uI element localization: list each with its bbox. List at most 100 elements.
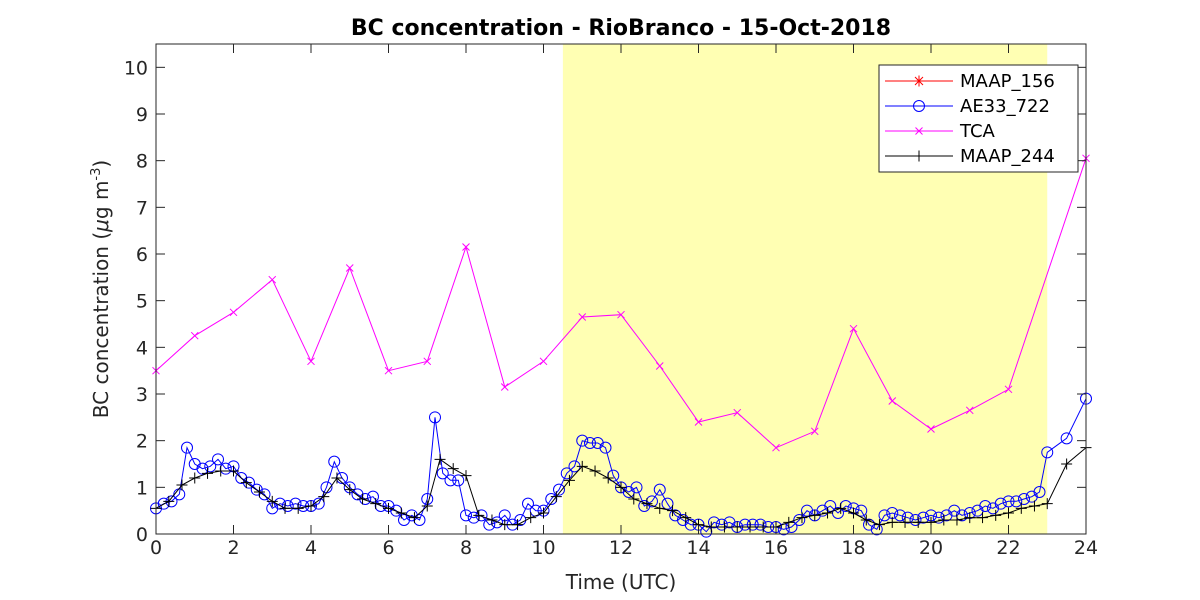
data-point-ae33-722	[979, 500, 992, 512]
data-point-ae33-722	[793, 514, 806, 526]
data-point-tca	[694, 418, 703, 426]
data-point-maap-244	[589, 465, 601, 477]
data-point-maap-244	[1015, 502, 1027, 514]
data-point-tca	[810, 427, 819, 436]
x-tick-label: 8	[460, 537, 472, 559]
data-point-maap-244	[512, 519, 524, 531]
data-point-ae33-722	[452, 474, 465, 487]
x-tick-label: 22	[996, 537, 1020, 559]
data-point-ae33-722	[560, 467, 573, 480]
data-point-ae33-722	[909, 514, 922, 526]
data-point-tca	[190, 331, 199, 340]
data-point-maap-244	[1061, 458, 1073, 470]
y-tick-label: 3	[136, 384, 148, 406]
data-point-tca	[733, 408, 742, 417]
data-point-ae33-722	[212, 453, 224, 466]
x-tick-label: 16	[764, 537, 788, 559]
data-point-maap-244	[189, 472, 201, 484]
data-point-tca	[462, 243, 470, 251]
data-point-maap-244	[202, 467, 214, 479]
data-point-ae33-722	[708, 516, 720, 529]
data-point-maap-244	[473, 509, 485, 521]
data-point-ae33-722	[994, 497, 1007, 510]
series-layer	[150, 154, 1092, 538]
data-point-ae33-722	[661, 497, 674, 510]
data-point-maap-244	[215, 465, 227, 477]
data-point-ae33-722	[181, 441, 193, 454]
data-point-tca	[384, 366, 393, 375]
data-point-maap-244	[860, 514, 872, 526]
data-point-maap-244	[421, 500, 433, 512]
data-point-maap-244	[835, 502, 847, 514]
data-point-maap-244	[964, 512, 976, 524]
data-point-maap-244	[641, 498, 653, 510]
data-point-maap-244	[538, 507, 549, 519]
data-point-ae33-722	[878, 509, 891, 522]
data-point-tca	[927, 425, 935, 433]
data-point-ae33-722	[855, 504, 868, 517]
data-point-maap-244	[977, 512, 989, 524]
data-point-tca	[772, 443, 780, 452]
x-tick-label: 4	[305, 537, 317, 559]
data-point-maap-244	[305, 500, 317, 512]
y-tick-label: 2	[136, 431, 148, 453]
y-tick-label: 8	[136, 151, 148, 173]
data-point-ae33-722	[312, 497, 325, 510]
data-point-ae33-722	[630, 481, 643, 494]
data-point-maap-244	[731, 521, 743, 533]
data-point-ae33-722	[328, 455, 341, 468]
data-point-tca	[539, 357, 548, 366]
data-point-maap-244	[434, 453, 446, 465]
y-tick-label: 6	[136, 244, 148, 266]
data-point-tca	[229, 308, 238, 317]
data-point-ae33-722	[894, 509, 906, 522]
y-tick-label: 9	[136, 104, 148, 126]
data-point-maap-244	[370, 498, 382, 510]
data-point-tca	[578, 313, 587, 321]
data-point-ae33-722	[429, 411, 441, 424]
series-line-tca	[155, 158, 1087, 449]
legend-label-maap-156: MAAP_156	[960, 71, 1055, 92]
chart-title: BC concentration - RioBranco - 15-Oct-20…	[351, 16, 891, 41]
y-axis-label-close: )	[89, 160, 113, 168]
data-point-maap-244	[163, 495, 175, 507]
data-point-maap-244	[460, 470, 472, 482]
data-point-maap-244	[705, 521, 717, 533]
data-point-ae33-722	[553, 483, 565, 496]
data-point-maap-244	[796, 512, 808, 524]
y-axis-label-main: BC concentration (	[89, 232, 113, 418]
data-point-ae33-722	[367, 490, 379, 503]
data-point-maap-244	[176, 479, 188, 491]
data-point-maap-244	[395, 507, 407, 519]
data-point-maap-244	[344, 484, 356, 496]
data-point-ae33-722	[653, 483, 666, 496]
data-point-tca	[965, 406, 974, 415]
x-tick-label: 18	[841, 537, 865, 559]
y-tick-label: 5	[136, 291, 148, 313]
data-point-ae33-722	[584, 437, 596, 449]
data-point-tca	[500, 383, 509, 391]
data-point-tca	[617, 310, 625, 319]
data-point-ae33-722	[1018, 493, 1030, 505]
legend-marker-maap-244	[913, 150, 925, 162]
data-point-maap-244	[486, 514, 498, 526]
data-point-ae33-722	[444, 474, 457, 487]
data-point-tca	[307, 357, 315, 366]
data-point-maap-244	[628, 493, 640, 505]
legend-label-maap-244: MAAP_244	[960, 146, 1055, 167]
legend: MAAP_156 AE33_722 TCA MAAP_244	[878, 64, 1079, 173]
data-point-maap-244	[292, 502, 304, 514]
y-tick-label: 10	[124, 57, 148, 79]
legend-marker-maap-156	[913, 75, 925, 87]
data-point-ae33-722	[436, 467, 449, 480]
data-point-maap-244	[667, 505, 679, 517]
data-point-maap-244	[1028, 500, 1040, 512]
legend-label-ae33-722: AE33_722	[960, 96, 1050, 117]
x-tick-label: 24	[1074, 537, 1098, 559]
data-point-maap-244	[744, 521, 756, 533]
data-point-maap-244	[525, 512, 537, 524]
data-point-maap-244	[240, 477, 252, 489]
data-point-maap-244	[576, 460, 588, 472]
data-point-maap-244	[680, 512, 692, 524]
